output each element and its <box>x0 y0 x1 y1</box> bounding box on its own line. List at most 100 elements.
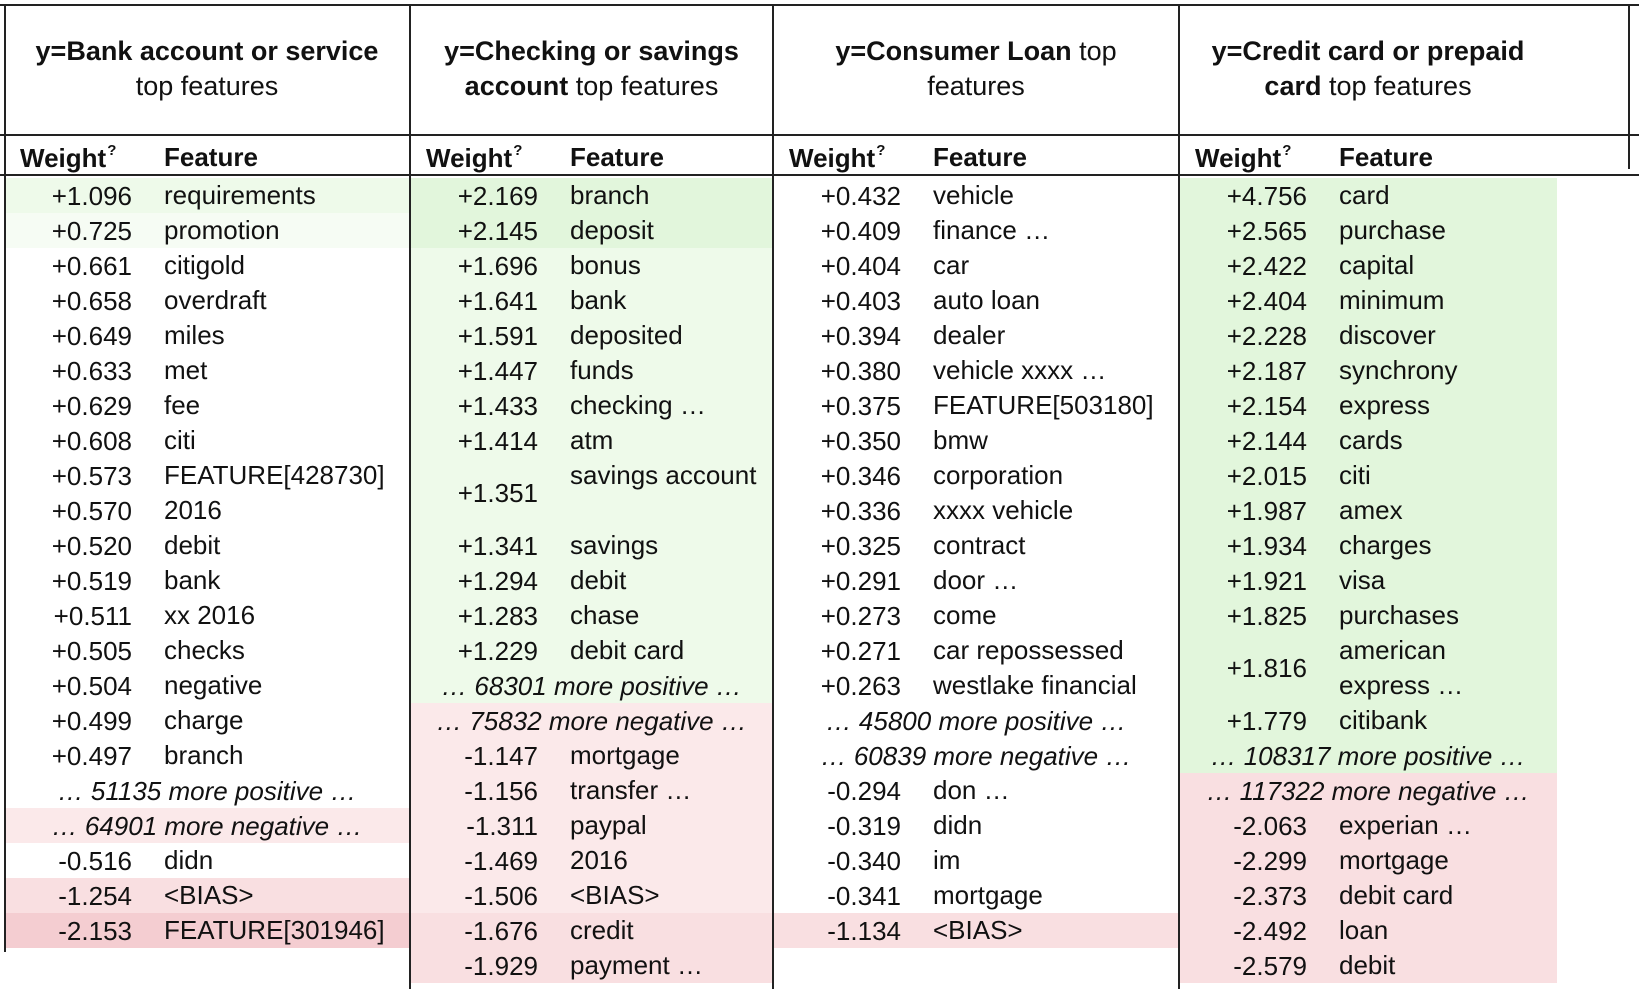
summary-row: … 64901 more negative … <box>4 808 410 843</box>
feature-header: Feature <box>164 142 258 172</box>
feature-name: westlake financial <box>933 670 1137 700</box>
table-row: +2.144 cards <box>1179 423 1557 458</box>
table-row: +2.228 discover <box>1179 318 1557 353</box>
weight-value: +0.325 <box>820 531 901 561</box>
weight-value: +2.154 <box>1226 391 1307 421</box>
feature-name: met <box>164 355 208 385</box>
column-consumer-loan: y=Consumer Loan top features Weight? Fea… <box>773 4 1179 993</box>
table-row: +1.351 savings account <box>410 458 773 528</box>
summary-text: … 45800 more positive … <box>825 706 1127 736</box>
feature-name: citibank <box>1339 705 1428 735</box>
table-row: -0.319 didn <box>773 808 1179 843</box>
weight-value: +2.144 <box>1226 426 1307 456</box>
weight-value: -2.492 <box>1233 916 1307 946</box>
feature-name: miles <box>164 320 225 350</box>
weight-value: +0.375 <box>820 391 901 421</box>
weight-help-icon[interactable]: ? <box>513 142 523 159</box>
weight-value: +0.336 <box>820 496 901 526</box>
weight-value: +0.350 <box>820 426 901 456</box>
column-credit-card: y=Credit card or prepaid card top featur… <box>1179 4 1557 993</box>
feature-name: visa <box>1339 565 1386 595</box>
column-divider <box>1178 4 1180 989</box>
weight-header: Weight? <box>20 142 117 173</box>
weight-help-icon[interactable]: ? <box>107 142 117 159</box>
table-row: +1.779 citibank <box>1179 703 1557 738</box>
column-bank-account: y=Bank account or service top features We… <box>4 4 410 993</box>
feature-name: savings <box>570 530 659 560</box>
table-row: +1.816 american express … <box>1179 633 1557 703</box>
table-row: +2.015 citi <box>1179 458 1557 493</box>
feature-name: <BIAS> <box>933 915 1023 945</box>
table-row: +0.432 vehicle <box>773 178 1179 213</box>
table-row: +1.433 checking … <box>410 388 773 423</box>
table-row: +0.336 xxxx vehicle <box>773 493 1179 528</box>
feature-name: door … <box>933 565 1019 595</box>
weight-value: -0.294 <box>827 776 901 806</box>
feature-name: finance … <box>933 215 1051 245</box>
feature-name: dealer <box>933 320 1006 350</box>
table-row: +0.629 fee <box>4 388 410 423</box>
table-row: +2.565 purchase <box>1179 213 1557 248</box>
feature-name: 2016 <box>164 495 222 525</box>
feature-name: come <box>933 600 997 630</box>
table-row: -1.147 mortgage <box>410 738 773 773</box>
table-row: -1.156 transfer … <box>410 773 773 808</box>
feature-name: american express … <box>1339 635 1464 700</box>
feature-rows: +1.096 requirements +0.725 promotion +0.661 c… <box>4 178 410 948</box>
feature-name: mortgage <box>933 880 1043 910</box>
weight-value: +0.504 <box>51 671 132 701</box>
feature-name: im <box>933 845 961 875</box>
feature-name: vehicle xxxx … <box>933 355 1107 385</box>
summary-row: … 108317 more positive … <box>1179 738 1557 773</box>
table-row: -2.063 experian … <box>1179 808 1557 843</box>
summary-row: … 51135 more positive … <box>4 773 410 808</box>
weight-value: -1.506 <box>464 881 538 911</box>
feature-header: Feature <box>933 142 1027 172</box>
table-row: +0.505 checks <box>4 633 410 668</box>
weight-value: -2.063 <box>1233 811 1307 841</box>
feature-name: auto loan <box>933 285 1040 315</box>
weight-help-icon[interactable]: ? <box>876 142 886 159</box>
table-row: -2.373 debit card <box>1179 878 1557 913</box>
feature-name: payment … <box>570 950 703 980</box>
column-divider <box>4 4 6 952</box>
summary-row: … 117322 more negative … <box>1179 773 1557 808</box>
feature-name: bank <box>570 285 627 315</box>
summary-row: … 75832 more negative … <box>410 703 773 738</box>
feature-name: synchrony <box>1339 355 1458 385</box>
feature-name: minimum <box>1339 285 1445 315</box>
feature-name: xxxx vehicle <box>933 495 1074 525</box>
table-row: +4.756 card <box>1179 178 1557 213</box>
weight-value: +1.921 <box>1226 566 1307 596</box>
table-row: +0.346 corporation <box>773 458 1179 493</box>
weight-value: -2.373 <box>1233 881 1307 911</box>
table-row: +0.271 car repossessed <box>773 633 1179 668</box>
table-row: -2.579 debit <box>1179 948 1557 983</box>
table-row: +1.414 atm <box>410 423 773 458</box>
weight-value: +0.409 <box>820 216 901 246</box>
weight-value: +0.432 <box>820 181 901 211</box>
column-title: y=Consumer Loan top features <box>835 36 1117 101</box>
weight-value: -2.299 <box>1233 846 1307 876</box>
weight-value: +0.346 <box>820 461 901 491</box>
weight-help-icon[interactable]: ? <box>1282 142 1292 159</box>
table-row: +1.825 purchases <box>1179 598 1557 633</box>
table-row: +1.696 bonus <box>410 248 773 283</box>
weight-value: +0.661 <box>51 251 132 281</box>
feature-name: charge <box>164 705 244 735</box>
column-divider <box>1628 4 1630 169</box>
summary-text: … 60839 more negative … <box>820 741 1132 771</box>
feature-name: paypal <box>570 810 647 840</box>
feature-name: debit <box>570 565 627 595</box>
weight-value: +0.633 <box>51 356 132 386</box>
weight-value: -1.469 <box>464 846 538 876</box>
table-row: +0.608 citi <box>4 423 410 458</box>
feature-name: promotion <box>164 215 280 245</box>
table-row: -2.492 loan <box>1179 913 1557 948</box>
weight-value: +0.497 <box>51 741 132 771</box>
top-border <box>0 4 1639 6</box>
feature-name: 2016 <box>570 845 628 875</box>
weight-value: -1.311 <box>466 811 538 841</box>
weight-header: Weight? <box>789 142 886 173</box>
weight-value: +2.422 <box>1226 251 1307 281</box>
